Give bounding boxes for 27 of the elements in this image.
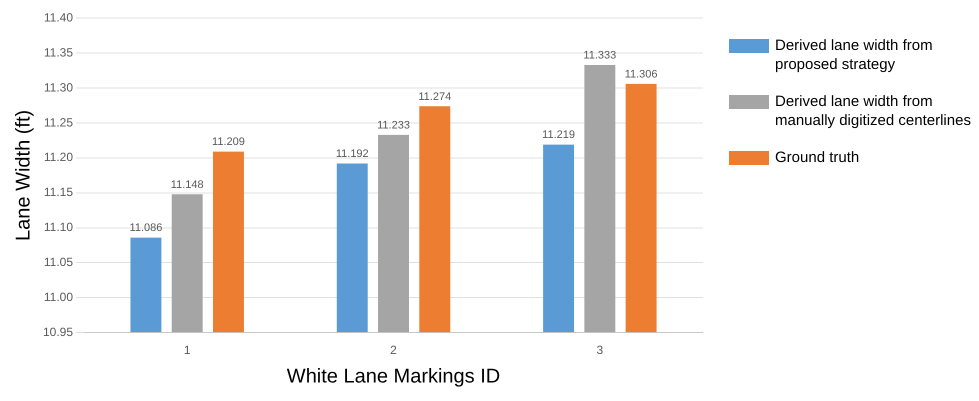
data-label: 11.233 [377,119,410,132]
x-tick-label: 2 [390,343,398,358]
data-label: 11.209 [212,136,245,148]
y-tick-label: 11.05 [44,255,74,270]
y-tick-label: 11.35 [44,45,74,60]
y-tick-label: 11.00 [44,290,74,304]
y-tick-label: 11.40 [44,10,74,25]
y-tick-label: 11.30 [44,80,74,94]
y-tick-label: 10.95 [43,324,74,339]
y-tick-label: 11.10 [44,220,74,234]
data-label: 11.219 [542,129,575,142]
y-axis-title: Lane Width (ft) [12,110,35,241]
legend-label: Derived lane width from manually digitized centerlines [775,92,971,130]
y-tick-label: 11.20 [44,150,74,164]
data-label: 11.306 [624,68,658,80]
data-label: 11.086 [130,222,162,234]
legend-label: Ground truth [775,148,860,167]
x-axis-title: White Lane Markings ID [286,366,500,388]
data-label: 11.274 [418,90,452,103]
y-tick-label: 11.15 [44,185,74,200]
y-tick-label: 11.25 [44,115,74,130]
data-label: 11.148 [170,178,204,191]
data-label: 11.333 [583,50,616,62]
legend-label: Derived lane width from proposed strategy [775,36,934,74]
x-tick-label: 1 [184,343,191,358]
x-tick-label: 3 [596,343,604,358]
data-label: 11.192 [336,148,369,160]
